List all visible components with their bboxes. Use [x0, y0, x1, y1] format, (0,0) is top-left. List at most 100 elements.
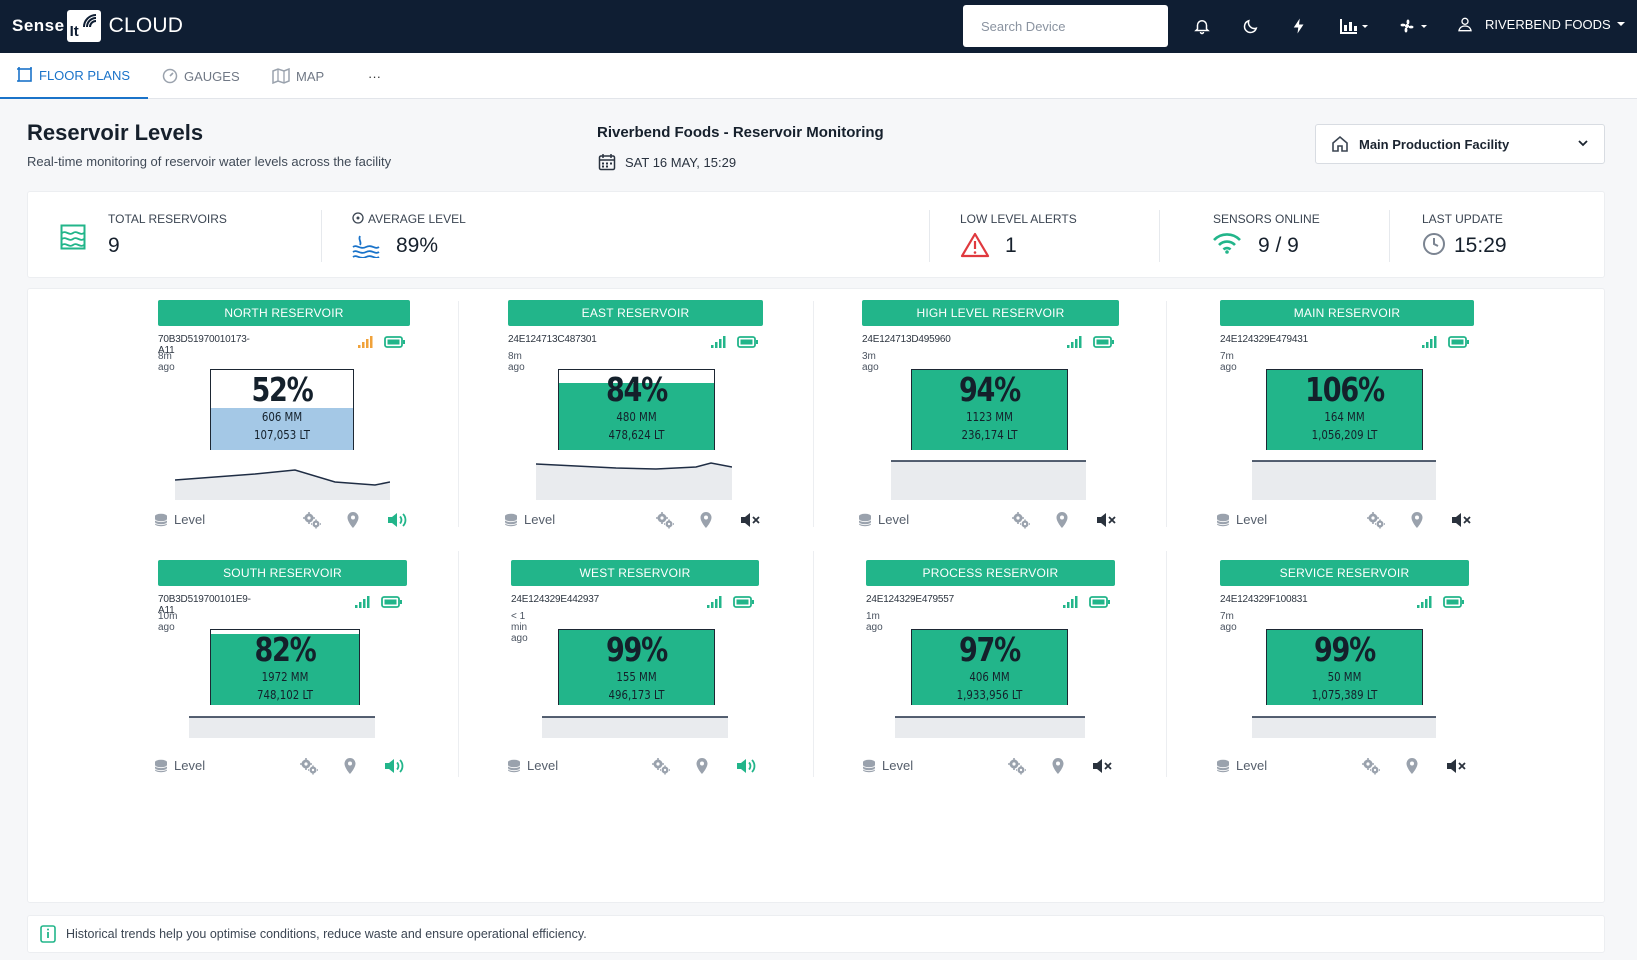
reservoir-name[interactable]: WEST RESERVOIR — [511, 560, 759, 586]
speaker-muted-icon[interactable] — [1451, 512, 1473, 528]
settings-gears-icon[interactable] — [655, 511, 675, 529]
level-link[interactable]: Level — [862, 758, 913, 773]
info-icon — [352, 212, 364, 224]
home-icon — [1332, 135, 1348, 152]
footer-note-text: Historical trends help you optimise cond… — [66, 927, 587, 941]
sparkline-area — [189, 717, 375, 738]
location-pin-icon[interactable] — [1051, 757, 1065, 775]
moon-icon[interactable] — [1239, 14, 1263, 38]
reservoir-name[interactable]: HIGH LEVEL RESERVOIR — [862, 300, 1119, 326]
tab-map[interactable]: MAP — [272, 53, 324, 99]
lightning-icon[interactable] — [1287, 14, 1311, 38]
level-link[interactable]: Level — [1216, 512, 1267, 527]
more-icon[interactable]: ··· — [368, 53, 381, 99]
level-link[interactable]: Level — [504, 512, 555, 527]
reservoir-name[interactable]: NORTH RESERVOIR — [158, 300, 410, 326]
location-pin-icon[interactable] — [1055, 511, 1069, 529]
signal-icon — [1063, 596, 1078, 608]
speaker-muted-icon[interactable] — [1446, 758, 1468, 774]
tab-floor-plans[interactable]: FLOOR PLANS — [0, 53, 149, 99]
floorplan-icon — [17, 67, 32, 82]
settings-gears-icon[interactable] — [1007, 757, 1027, 775]
stat-last-update: LAST UPDATE 15:29 — [1398, 192, 1598, 279]
reservoir-name[interactable]: PROCESS RESERVOIR — [866, 560, 1115, 586]
level-sparkline[interactable] — [1252, 716, 1436, 738]
settings-gears-icon[interactable] — [1011, 511, 1031, 529]
user-menu[interactable]: RIVERBEND FOODS — [1457, 16, 1627, 32]
level-percent: 99% — [605, 630, 668, 669]
location-pin-icon[interactable] — [1405, 757, 1419, 775]
level-link[interactable]: Level — [154, 758, 205, 773]
warning-icon — [960, 232, 990, 258]
fan-icon[interactable] — [1396, 14, 1432, 38]
tab-label: FLOOR PLANS — [39, 67, 131, 83]
level-sparkline[interactable] — [542, 716, 728, 738]
location-pin-icon[interactable] — [346, 511, 360, 529]
settings-gears-icon[interactable] — [299, 757, 319, 775]
location-pin-icon[interactable] — [695, 757, 709, 775]
last-seen: 8m ago — [508, 351, 525, 373]
facility-label: Main Production Facility — [1359, 136, 1510, 152]
location-pin-icon[interactable] — [343, 757, 357, 775]
tank-fill — [559, 630, 714, 705]
tab-label: GAUGES — [184, 68, 240, 84]
level-mm: 155 MM — [616, 670, 657, 684]
device-id: 70B3D51970010173-A11 — [158, 334, 250, 356]
sparkline-area — [1252, 461, 1436, 500]
reservoir-name[interactable]: EAST RESERVOIR — [508, 300, 763, 326]
signal-icon — [358, 336, 373, 348]
speaker-on-icon[interactable] — [384, 758, 406, 774]
battery-icon — [737, 336, 758, 348]
location-pin-icon[interactable] — [1410, 511, 1424, 529]
level-link[interactable]: Level — [154, 512, 205, 527]
speaker-muted-icon[interactable] — [740, 512, 762, 528]
level-label: Level — [527, 758, 559, 773]
reservoir-name[interactable]: SERVICE RESERVOIR — [1220, 560, 1469, 586]
tank-fill — [1267, 630, 1422, 705]
tank-fill — [1267, 370, 1422, 450]
level-label: Level — [174, 512, 206, 527]
level-sparkline[interactable] — [175, 460, 390, 500]
battery-icon — [381, 596, 402, 608]
level-link[interactable]: Level — [507, 758, 558, 773]
settings-gears-icon[interactable] — [1366, 511, 1386, 529]
clock-icon — [1423, 233, 1445, 255]
speaker-muted-icon[interactable] — [1096, 512, 1118, 528]
level-sparkline[interactable] — [189, 716, 375, 738]
sparkline-line — [175, 469, 390, 486]
user-icon — [1458, 17, 1472, 32]
signal-icon — [1417, 596, 1432, 608]
facility-select[interactable]: Main Production Facility — [1315, 124, 1605, 164]
level-label: Level — [524, 512, 556, 527]
volume-litres: 496,173 LT — [608, 688, 665, 702]
device-id: 24E124329E479557 — [866, 594, 955, 605]
level-sparkline[interactable] — [536, 460, 732, 500]
level-link[interactable]: Level — [1216, 758, 1267, 773]
settings-gears-icon[interactable] — [302, 511, 322, 529]
tab-gauges[interactable]: GAUGES — [162, 53, 240, 99]
settings-gears-icon[interactable] — [651, 757, 671, 775]
reservoir-name[interactable]: SOUTH RESERVOIR — [158, 560, 407, 586]
tank-gauge: 99% 50 MM 1,075,389 LT — [1266, 629, 1423, 705]
level-sparkline[interactable] — [891, 460, 1086, 500]
volume-litres: 1,056,209 LT — [1311, 428, 1378, 442]
level-mm: 1972 MM — [261, 670, 309, 684]
level-link[interactable]: Level — [858, 512, 909, 527]
last-seen: 10m ago — [158, 611, 178, 633]
sparkline-line — [536, 462, 732, 470]
chart-icon[interactable] — [1337, 14, 1373, 38]
stat-label: AVERAGE LEVEL — [368, 212, 466, 226]
settings-gears-icon[interactable] — [1361, 757, 1381, 775]
level-sparkline[interactable] — [1252, 460, 1436, 500]
level-sparkline[interactable] — [895, 716, 1085, 738]
app-logo[interactable]: Sense It CLOUD — [12, 8, 183, 44]
speaker-on-icon[interactable] — [387, 512, 409, 528]
bell-icon[interactable] — [1190, 14, 1214, 38]
battery-icon — [1089, 596, 1110, 608]
speaker-on-icon[interactable] — [736, 758, 758, 774]
location-pin-icon[interactable] — [699, 511, 713, 529]
search-input[interactable]: Search Device — [963, 5, 1168, 47]
speaker-muted-icon[interactable] — [1092, 758, 1114, 774]
monitor-title: Riverbend Foods - Reservoir Monitoring — [597, 124, 884, 141]
reservoir-name[interactable]: MAIN RESERVOIR — [1220, 300, 1474, 326]
